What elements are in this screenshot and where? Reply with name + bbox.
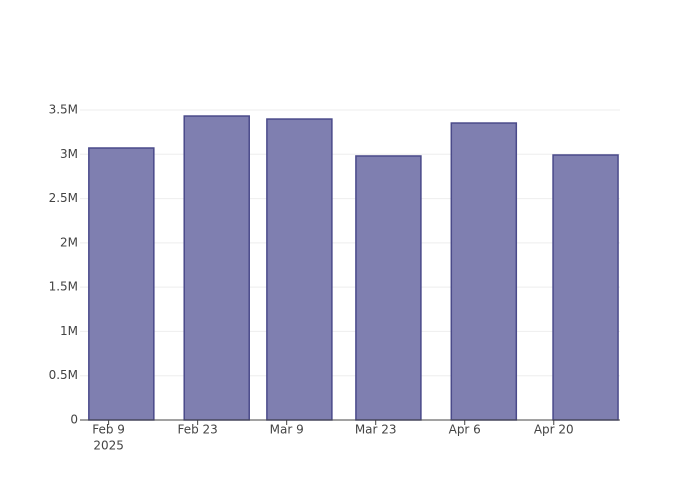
bar (88, 147, 155, 421)
y-tick-label: 2.5M (49, 191, 78, 205)
y-tick-label: 3.5M (49, 103, 78, 117)
x-tick-label: Mar 9 (270, 423, 304, 437)
bar (450, 122, 518, 421)
x-tick-label: Apr 6 (449, 423, 481, 437)
x-tick-label: Mar 23 (355, 423, 397, 437)
x-tick-label: Feb 23 (177, 423, 217, 437)
y-tick-label: 3M (60, 147, 78, 161)
x-tick-label: Feb 9 (92, 423, 125, 437)
y-tick-label: 0.5M (49, 368, 78, 382)
bar (266, 118, 333, 421)
bar (355, 155, 422, 421)
x-tick-label: Apr 20 (534, 423, 574, 437)
bar (183, 115, 250, 421)
y-tick-label: 1M (60, 324, 78, 338)
x-year-label: 2025 (93, 439, 124, 453)
y-tick-label: 2M (60, 235, 78, 249)
y-tick-label: 0 (70, 413, 78, 427)
bar (552, 154, 619, 421)
y-tick-label: 1.5M (49, 280, 78, 294)
